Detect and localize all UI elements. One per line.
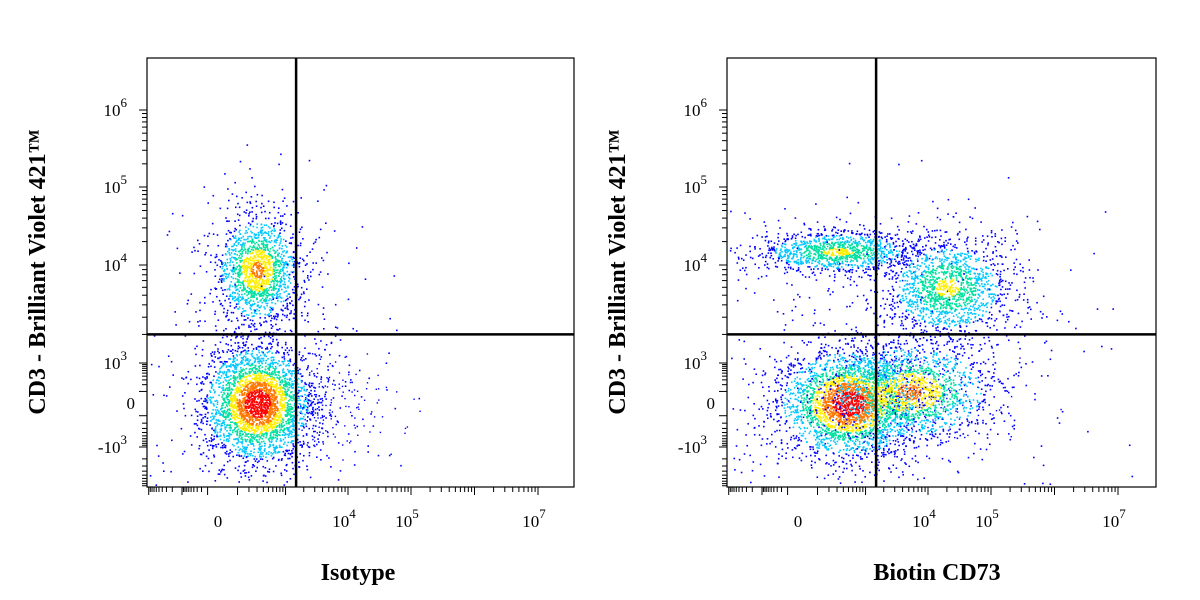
y-tick-label: -103 bbox=[98, 432, 127, 457]
population-cd3- bbox=[149, 194, 421, 486]
y-tick-label: 0 bbox=[127, 394, 136, 413]
y-tick-label: -103 bbox=[678, 432, 707, 457]
y-axis-ticks bbox=[719, 109, 727, 487]
x-tick-label: 104 bbox=[332, 506, 356, 531]
x-axis-ticks bbox=[728, 487, 1119, 495]
x-axis-title: Isotype bbox=[321, 560, 396, 586]
y-axis-title: CD3 - Brilliant Violet 421™ bbox=[25, 129, 51, 414]
x-tick-label: 0 bbox=[794, 512, 803, 531]
y-tick-label: 106 bbox=[104, 95, 128, 120]
y-tick-label: 105 bbox=[684, 172, 708, 197]
x-tick-label: 105 bbox=[975, 506, 999, 531]
x-tick-label: 107 bbox=[1102, 506, 1126, 531]
x-tick-label: 107 bbox=[522, 506, 546, 531]
x-axis-title: Biotin CD73 bbox=[873, 560, 1000, 586]
y-axis-ticks bbox=[139, 109, 147, 487]
x-tick-label: 0 bbox=[214, 512, 223, 531]
y-tick-label: 104 bbox=[104, 250, 128, 275]
y-tick-label: 0 bbox=[707, 394, 716, 413]
x-tick-label: 105 bbox=[395, 506, 419, 531]
y-tick-label: 104 bbox=[684, 250, 708, 275]
x-tick-label: 104 bbox=[912, 506, 936, 531]
y-tick-label: 103 bbox=[684, 348, 708, 373]
density-dots bbox=[729, 159, 1134, 485]
population-cd3- bbox=[166, 144, 364, 402]
y-tick-label: 105 bbox=[104, 172, 128, 197]
y-tick-label: 103 bbox=[104, 348, 128, 373]
y-tick-label: 106 bbox=[684, 95, 708, 120]
plot-area bbox=[146, 57, 575, 488]
sparse-events bbox=[296, 353, 421, 461]
sparse-events bbox=[877, 354, 1062, 462]
y-axis-title: CD3 - Brilliant Violet 421™ bbox=[605, 129, 631, 414]
density-dots bbox=[149, 144, 421, 486]
x-axis-ticks bbox=[148, 487, 539, 495]
